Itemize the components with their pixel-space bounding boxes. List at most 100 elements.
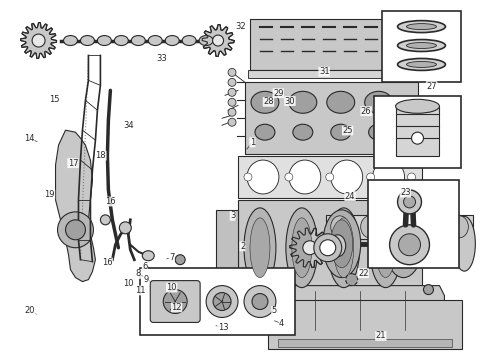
Text: 1: 1 [250, 138, 255, 147]
Circle shape [228, 78, 236, 86]
Ellipse shape [289, 160, 321, 194]
Text: 17: 17 [68, 159, 78, 168]
Circle shape [163, 289, 187, 314]
Ellipse shape [420, 216, 439, 238]
FancyBboxPatch shape [150, 280, 200, 323]
Text: 20: 20 [25, 306, 35, 315]
Circle shape [213, 35, 223, 46]
Circle shape [285, 173, 293, 181]
Circle shape [303, 241, 317, 255]
Ellipse shape [369, 208, 401, 288]
Text: 25: 25 [343, 126, 353, 135]
Text: 13: 13 [218, 323, 228, 332]
Text: 7: 7 [169, 253, 174, 262]
Ellipse shape [395, 99, 440, 113]
Text: 5: 5 [271, 306, 277, 315]
Ellipse shape [114, 36, 128, 45]
Text: 22: 22 [358, 269, 368, 278]
Polygon shape [290, 285, 444, 336]
Bar [382, 11, 462, 82]
Ellipse shape [385, 210, 422, 278]
Ellipse shape [131, 36, 145, 45]
Text: 2: 2 [240, 242, 245, 251]
Ellipse shape [165, 36, 179, 45]
Text: 26: 26 [361, 107, 371, 116]
Text: 8: 8 [136, 269, 141, 278]
Ellipse shape [98, 36, 111, 45]
Circle shape [228, 108, 236, 116]
Ellipse shape [376, 218, 395, 278]
Ellipse shape [331, 220, 353, 268]
Circle shape [213, 293, 231, 310]
Ellipse shape [407, 42, 437, 49]
Circle shape [32, 34, 45, 47]
Polygon shape [290, 228, 330, 267]
Circle shape [412, 132, 423, 144]
Ellipse shape [407, 24, 437, 30]
Ellipse shape [255, 124, 275, 140]
Polygon shape [202, 24, 234, 57]
Ellipse shape [142, 251, 154, 261]
Ellipse shape [361, 216, 379, 238]
Ellipse shape [289, 91, 317, 113]
Ellipse shape [244, 208, 276, 288]
Ellipse shape [247, 160, 279, 194]
Ellipse shape [450, 216, 468, 238]
Text: 11: 11 [135, 286, 145, 295]
Text: 16: 16 [105, 197, 116, 206]
Circle shape [228, 98, 236, 106]
Ellipse shape [64, 36, 77, 45]
Bar [250, 19, 415, 71]
Text: 3: 3 [230, 211, 236, 220]
Circle shape [390, 225, 429, 265]
Text: 19: 19 [44, 190, 55, 199]
Circle shape [228, 88, 236, 96]
Ellipse shape [148, 36, 162, 45]
Ellipse shape [331, 160, 363, 194]
Text: 32: 32 [236, 22, 246, 31]
Circle shape [320, 240, 336, 256]
Circle shape [408, 173, 416, 181]
Text: 28: 28 [263, 97, 274, 106]
Circle shape [175, 255, 185, 265]
Ellipse shape [251, 91, 279, 113]
Circle shape [423, 285, 434, 294]
Circle shape [398, 234, 420, 256]
Text: 30: 30 [285, 96, 295, 105]
Circle shape [397, 190, 421, 214]
Circle shape [66, 220, 85, 240]
Bar [395, 106, 440, 156]
Ellipse shape [330, 235, 346, 257]
Text: 33: 33 [157, 54, 167, 63]
Bar [216, 210, 238, 300]
Ellipse shape [391, 216, 409, 238]
Text: 15: 15 [49, 95, 60, 104]
Text: 29: 29 [273, 89, 284, 98]
Ellipse shape [327, 91, 355, 113]
Text: 6: 6 [142, 262, 147, 271]
Text: 24: 24 [345, 192, 355, 201]
Bar [268, 300, 463, 349]
Circle shape [314, 234, 342, 262]
Text: 34: 34 [123, 121, 134, 130]
Circle shape [404, 196, 416, 208]
Ellipse shape [397, 58, 445, 71]
Circle shape [367, 173, 375, 181]
Text: 9: 9 [144, 275, 149, 284]
Text: 4: 4 [279, 319, 284, 328]
Ellipse shape [331, 124, 351, 140]
Text: 18: 18 [96, 151, 106, 160]
Text: 12: 12 [172, 303, 182, 312]
Text: 10: 10 [167, 283, 177, 292]
Ellipse shape [292, 218, 312, 278]
Text: 10: 10 [123, 279, 134, 288]
Ellipse shape [323, 210, 361, 278]
Polygon shape [55, 130, 96, 282]
Ellipse shape [372, 160, 405, 194]
Circle shape [100, 215, 110, 225]
Bar [326, 215, 473, 239]
Bar [140, 268, 295, 336]
Text: 14: 14 [24, 134, 34, 143]
Bar [368, 180, 460, 268]
Ellipse shape [379, 204, 391, 212]
